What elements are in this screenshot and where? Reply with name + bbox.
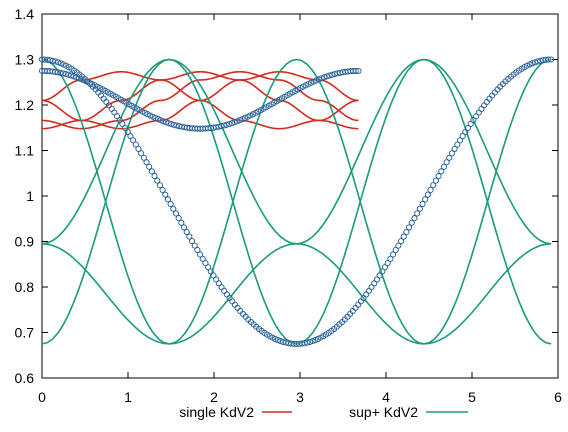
series-2-marker (438, 168, 445, 175)
y-tick-label: 0.9 (15, 234, 35, 250)
series-2-marker (416, 205, 423, 212)
series-2-marker (459, 133, 466, 140)
series-2-curve-4 (41, 58, 552, 345)
series-2-marker (122, 124, 129, 131)
series-1-curve-3 (41, 70, 359, 130)
series-2-marker (170, 205, 177, 212)
series-2-marker (146, 163, 153, 170)
series-2-marker (130, 137, 137, 144)
legend-label-1: single KdV2 (179, 404, 254, 420)
series-2-marker (124, 128, 131, 136)
y-tick-label: 0.7 (15, 325, 35, 341)
x-tick-label: 2 (210, 389, 218, 405)
x-tick-label: 3 (296, 389, 304, 405)
series-2-marker (398, 238, 405, 245)
series-2-marker (154, 177, 161, 184)
series-2-marker (414, 210, 421, 217)
series-2-marker (424, 191, 431, 198)
series-2-marker (148, 168, 155, 175)
series-2-marker (180, 224, 188, 231)
series-2-marker (387, 255, 394, 262)
series-2-marker (132, 141, 139, 148)
series-2-marker (172, 210, 180, 217)
series-2-marker (454, 141, 461, 148)
series-2-marker (435, 172, 442, 180)
series-2-marker (376, 272, 383, 279)
legend: single KdV2 sup+ KdV2 (179, 404, 468, 420)
series-2-marker (400, 233, 407, 240)
legend-label-2: sup+ KdV2 (349, 404, 418, 420)
y-tick-label: 1.1 (15, 143, 35, 159)
series-2-marker (138, 150, 145, 157)
plot-frame (41, 13, 559, 379)
series-2-marker (379, 268, 386, 275)
series-2-marker (548, 56, 555, 63)
series-2-marker (191, 242, 198, 249)
x-tick-label: 4 (382, 389, 390, 405)
series-2-marker (440, 163, 447, 170)
series-2-marker (202, 260, 209, 267)
series-2-marker (427, 186, 434, 193)
series-2-marker (430, 182, 437, 189)
series-2-marker (197, 251, 204, 258)
y-tick-label: 1.3 (15, 52, 35, 68)
series-2-marker (199, 255, 206, 262)
series-2-marker (143, 159, 150, 166)
series-2-marker (127, 133, 134, 140)
series-2-marker (186, 233, 193, 240)
y-tick-label: 0.6 (15, 370, 35, 386)
series-1-marker (355, 67, 362, 74)
series-2-curve-1 (41, 58, 552, 345)
y-tick-label: 1.4 (15, 6, 35, 22)
series-2-marker (156, 182, 163, 189)
series-2-marker (448, 150, 456, 157)
series-2-marker (419, 200, 426, 208)
series-2-marker (395, 242, 402, 249)
series-2-marker (135, 145, 142, 152)
series-2-marker (164, 196, 171, 203)
series-2-marker (451, 145, 458, 152)
axes: 0 1 2 3 4 5 6 0.6 0.7 0.8 0.9 1 1.1 1.2 1.3 1.4 (15, 6, 563, 405)
x-tick-label: 1 (124, 389, 132, 405)
series-2-marker (408, 219, 415, 226)
series-2-curve-2 (41, 58, 552, 345)
series-2-marker (189, 238, 196, 245)
x-tick-label: 0 (38, 389, 46, 405)
y-tick-label: 0.8 (15, 279, 35, 295)
series-2-curve-3 (41, 58, 552, 345)
series-2-marker (162, 191, 169, 198)
series-2-marker (392, 247, 399, 254)
x-tick-label: 5 (468, 389, 476, 405)
series-2-marker (389, 251, 397, 258)
series-2-marker (443, 159, 450, 166)
series-2-marker (384, 260, 391, 267)
series-2-marker (381, 264, 389, 271)
plot-area (38, 56, 555, 347)
series-2-marker (456, 137, 464, 144)
series-2-marker (140, 154, 147, 161)
series-1-curve-2 (41, 70, 359, 130)
y-tick-label: 1 (26, 188, 34, 204)
series-2-marker (403, 228, 410, 236)
series-2-marker (183, 228, 190, 236)
series-2-marker (194, 247, 201, 254)
series-2-marker (462, 128, 469, 136)
series-2-marker (175, 215, 182, 222)
x-tick-label: 6 (554, 389, 562, 405)
series-2-marker (406, 224, 413, 231)
y-tick-label: 1.2 (15, 97, 35, 113)
series-2-marker (422, 196, 429, 203)
series-2-marker (159, 186, 166, 193)
series-2-marker (446, 154, 453, 161)
series-2-marker (167, 200, 174, 208)
series-2-marker (178, 219, 185, 226)
series-2-marker (207, 268, 214, 275)
series-2-marker (205, 264, 212, 271)
series-2-marker (411, 215, 418, 222)
series-2-marker (151, 172, 158, 180)
series-2-marker (432, 177, 439, 184)
